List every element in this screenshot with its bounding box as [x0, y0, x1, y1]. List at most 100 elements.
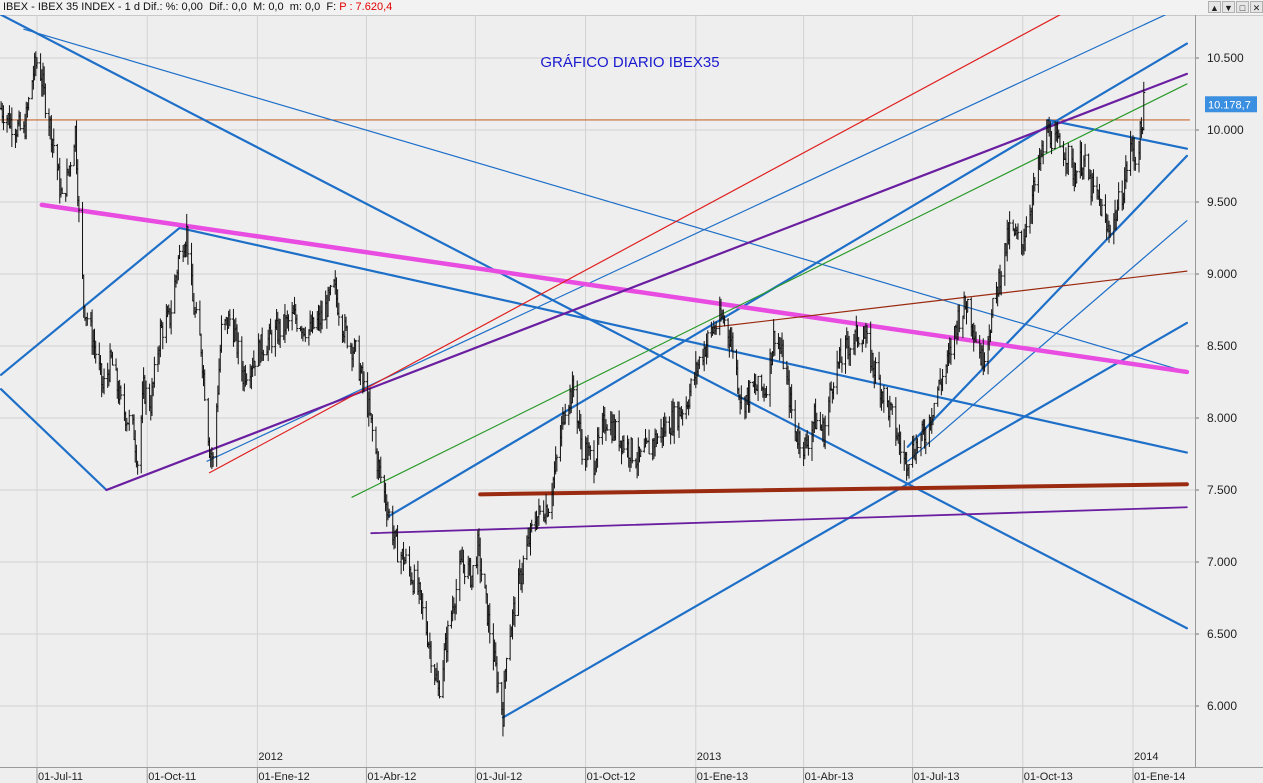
price-bar — [102, 368, 106, 395]
y-axis-separator — [1195, 15, 1196, 768]
price-bar — [404, 548, 408, 564]
price-bar — [932, 402, 936, 418]
price-bar — [69, 161, 73, 177]
scroll-down-button[interactable]: ▼ — [1222, 1, 1235, 13]
price-bar — [764, 385, 768, 398]
price-bar — [194, 301, 198, 314]
price-series — [0, 51, 1146, 737]
price-bar — [1083, 143, 1087, 168]
price-bar — [144, 380, 148, 415]
price-bar — [580, 429, 584, 465]
x-tick-label: 01-Jul-12 — [476, 771, 522, 783]
close-button[interactable]: ✕ — [1250, 1, 1263, 13]
price-bar — [915, 438, 919, 454]
price-bar — [597, 427, 601, 445]
blue-trendline — [23, 28, 1188, 373]
price-bar — [840, 356, 844, 373]
y-tick-label: 7.500 — [1207, 483, 1237, 497]
blue-trendline — [0, 226, 181, 376]
instrument-info: IBEX - IBEX 35 INDEX - 1 d Dif.: %: 0,00… — [3, 0, 392, 15]
price-bar — [1024, 216, 1028, 238]
price-bar — [228, 309, 232, 327]
price-bar — [345, 325, 349, 349]
y-tick-label: 10.000 — [1207, 123, 1244, 137]
price-bar — [55, 143, 59, 181]
price-bar — [991, 297, 995, 318]
y-tick-label: 8.500 — [1207, 339, 1237, 353]
price-bar — [60, 187, 64, 194]
price-bar — [1050, 131, 1054, 155]
price-bar — [261, 349, 265, 361]
price-bar — [496, 671, 500, 693]
price-bar — [639, 448, 643, 458]
price-bar — [85, 312, 89, 326]
brown-trendline — [711, 270, 1188, 328]
blue-trendline — [0, 15, 1189, 630]
price-bar — [18, 111, 22, 131]
price-bar — [77, 195, 81, 223]
price-bar — [563, 403, 567, 425]
price-bar — [1117, 182, 1121, 211]
y-tick-label: 9.000 — [1207, 267, 1237, 281]
price-bar — [714, 321, 718, 335]
y-axis: 10.500 10.000 9.500 9.000 8.500 8.000 7.500 7.0… — [1195, 51, 1244, 713]
price-bar — [848, 347, 852, 366]
price-bar — [320, 300, 324, 330]
price-bar — [1133, 156, 1137, 171]
price-bar — [119, 385, 123, 400]
blue-trendline — [501, 321, 1189, 719]
maximize-button[interactable]: □ — [1236, 1, 1249, 13]
x-tick-label: 01-Ene-13 — [697, 771, 748, 783]
price-bar — [287, 314, 291, 332]
price-bar — [706, 330, 710, 358]
price-bar — [1, 105, 5, 131]
price-bar — [127, 409, 131, 431]
price-bar — [865, 324, 869, 344]
price-bar — [471, 565, 475, 588]
green-trendline — [351, 83, 1188, 498]
price-bar — [81, 201, 85, 280]
year-label: 2013 — [697, 751, 721, 763]
price-bar — [312, 317, 316, 330]
price-bar — [1091, 169, 1095, 194]
year-label: 2014 — [1134, 751, 1158, 763]
trendlines — [0, 15, 1190, 719]
price-bar — [781, 339, 785, 370]
blue-trendline — [906, 154, 1189, 448]
price-bar — [899, 431, 903, 464]
price-bar — [43, 83, 47, 119]
price-bar — [982, 352, 986, 372]
price-bar — [815, 412, 819, 430]
x-tick-label: 01-Oct-12 — [587, 771, 636, 783]
purple-trendline — [105, 72, 1189, 492]
price-bar — [588, 445, 592, 460]
ibex35-daily-chart[interactable]: GRÁFICO DIARIO IBEX35 10.500 10.000 9.500 9… — [0, 15, 1263, 783]
magenta-trendline — [39, 202, 1190, 375]
price-bar — [664, 416, 668, 437]
price-bar — [152, 356, 156, 388]
price-bar — [454, 578, 458, 615]
price-bar — [961, 315, 965, 339]
price-bar — [278, 318, 282, 348]
price-bar — [530, 519, 534, 533]
price-bar — [999, 271, 1003, 296]
price-bar — [387, 508, 391, 519]
price-bar — [396, 525, 400, 563]
scroll-up-button[interactable]: ▲ — [1208, 1, 1221, 13]
price-bar — [35, 57, 39, 69]
price-bar — [270, 329, 274, 354]
price-bar — [412, 564, 416, 594]
price-bar — [835, 350, 839, 395]
price-bar — [1066, 142, 1070, 176]
price-bar — [647, 429, 651, 455]
price-bar — [211, 452, 215, 468]
price-bar — [806, 435, 810, 456]
price-bar — [245, 373, 249, 385]
price-bar — [1041, 140, 1045, 165]
x-tick-label: 01-Jul-11 — [38, 771, 83, 783]
price-bar — [957, 304, 961, 333]
price-bar — [1008, 211, 1012, 250]
price-bar — [521, 555, 525, 585]
price-bar — [882, 385, 886, 413]
last-price-box — [1205, 96, 1257, 113]
